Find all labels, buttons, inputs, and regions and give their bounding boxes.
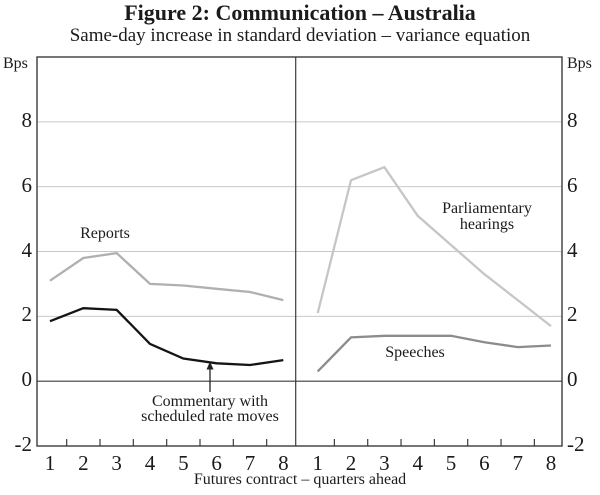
chart-title: Figure 2: Communication – Australia <box>124 0 476 25</box>
y-tick-label-right--2: -2 <box>567 432 585 456</box>
series-label-reports: Reports <box>80 225 130 242</box>
x-tick-label-left-6: 6 <box>211 451 222 475</box>
series-label-speeches: Speeches <box>385 344 445 361</box>
y-tick-label-right-8: 8 <box>567 107 578 132</box>
y-tick-label-right-6: 6 <box>567 172 578 197</box>
x-tick-label-left-7: 7 <box>244 451 256 475</box>
y-axis-unit-left: Bps <box>3 55 28 72</box>
y-tick-label-left-4: 4 <box>21 237 33 262</box>
series-label-parliamentary-line1: Parliamentary <box>442 200 532 217</box>
x-tick-label-left-2: 2 <box>78 451 89 475</box>
x-tick-label-right-5: 5 <box>445 451 457 475</box>
x-tick-label-right-8: 8 <box>545 451 557 475</box>
x-axis-title: Futures contract – quarters ahead <box>193 471 407 488</box>
series-label-parliamentary-hearings: Parliamentary hearings <box>417 201 557 232</box>
series-line-speeches <box>316 334 552 373</box>
x-tick-label-left-1: 1 <box>44 451 56 475</box>
series-line-reports <box>49 251 284 302</box>
x-tick-label-right-3: 3 <box>379 451 390 475</box>
x-tick-label-left-3: 3 <box>111 451 122 475</box>
y-tick-label-left--2: -2 <box>14 432 33 456</box>
y-tick-label-right-0: 0 <box>567 367 578 392</box>
y-tick-label-left-8: 8 <box>21 107 33 132</box>
series-label-commentary-line2: scheduled rate moves <box>141 408 279 425</box>
x-tick-label-right-2: 2 <box>345 451 357 475</box>
x-tick-label-right-4: 4 <box>412 451 423 475</box>
x-tick-label-right-7: 7 <box>512 451 523 475</box>
plot-frame <box>36 56 563 447</box>
y-tick-label-left-0: 0 <box>21 367 33 392</box>
x-tick-label-right-1: 1 <box>312 451 323 475</box>
y-tick-label-left-6: 6 <box>21 172 33 197</box>
series-label-parliamentary-line2: hearings <box>459 215 515 233</box>
y-tick-label-left-2: 2 <box>21 302 33 327</box>
x-tick-label-right-6: 6 <box>479 451 490 475</box>
y-axis-unit-right: Bps <box>567 55 592 72</box>
chart-subtitle: Same-day increase in standard deviation … <box>69 25 531 46</box>
series-line-parliamentary <box>316 165 552 328</box>
series-label-commentary-line1: Commentary with <box>152 393 268 410</box>
y-tick-label-right-2: 2 <box>567 302 578 327</box>
x-tick-label-left-4: 4 <box>144 451 156 475</box>
series-line-commentary <box>49 307 284 367</box>
x-tick-label-left-5: 5 <box>178 451 189 475</box>
annotation-arrow-head <box>206 361 214 370</box>
series-label-commentary: Commentary with scheduled rate moves <box>110 393 310 425</box>
y-tick-label-right-4: 4 <box>567 237 578 262</box>
x-tick-label-left-8: 8 <box>278 451 289 475</box>
